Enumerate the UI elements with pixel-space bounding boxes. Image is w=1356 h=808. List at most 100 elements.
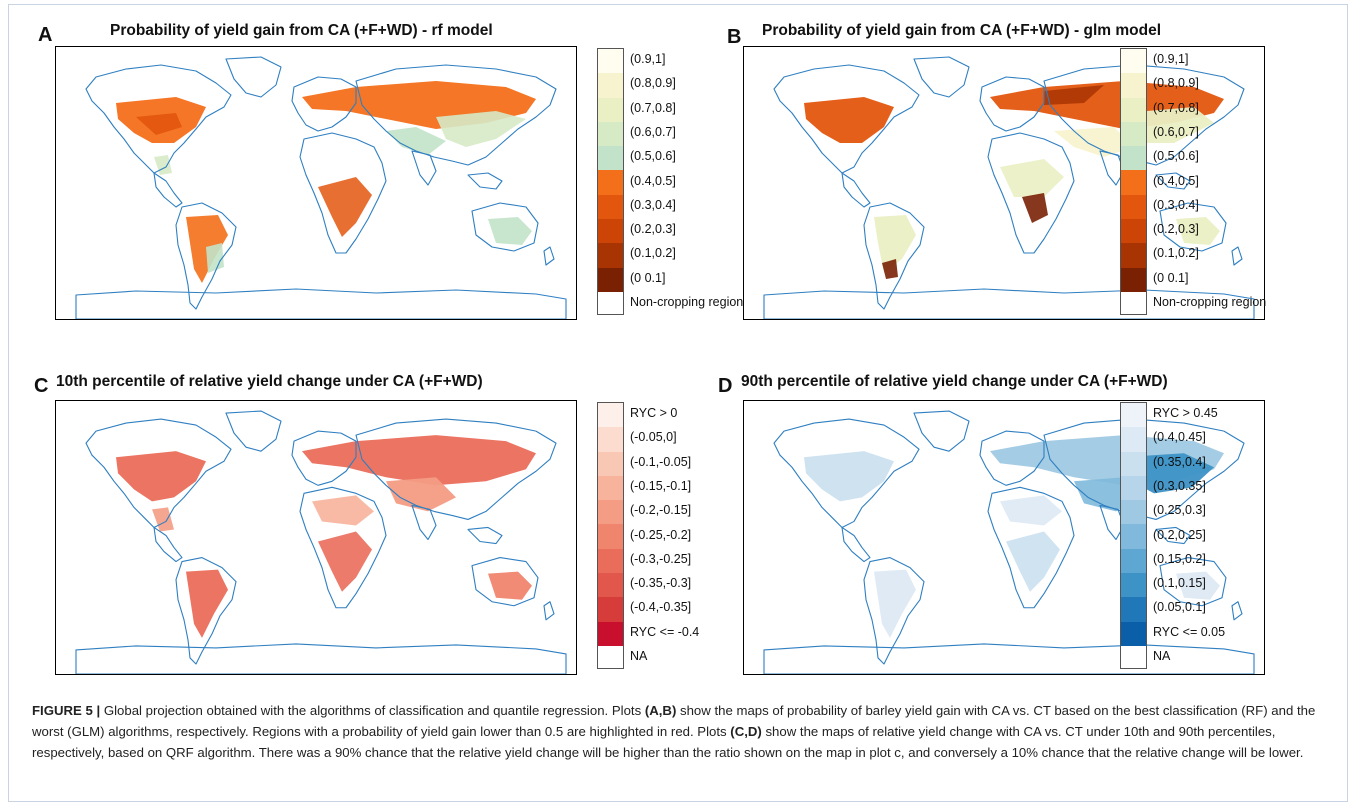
legend-label: (0.6,0.7] [630, 124, 676, 139]
legend-swatch [1121, 621, 1146, 646]
legend-swatch [1121, 451, 1146, 476]
crop-region [1176, 571, 1220, 600]
legend-swatch [1121, 121, 1146, 147]
legend-label: (-0.2,-0.15] [630, 503, 692, 518]
coastline [355, 64, 557, 166]
legend-label: RYC <= -0.4 [630, 624, 700, 639]
crop-region [302, 435, 536, 486]
legend-label: (0.4,0.45] [1153, 430, 1206, 445]
coastline [773, 64, 920, 174]
coastline [979, 430, 1045, 486]
panel-title: 90th percentile of relative yield change… [741, 373, 1168, 390]
panel-letter: B [727, 26, 742, 48]
crop-region [1176, 217, 1220, 245]
coastline [987, 132, 1075, 254]
coastline [543, 246, 555, 266]
legend-swatch [1121, 243, 1146, 268]
legend-swatch [1121, 500, 1146, 525]
crop-region [136, 113, 182, 135]
world-map [55, 46, 577, 320]
caption-text: show the maps of probability of barley y… [32, 703, 1316, 739]
legend-label: (-0.3,-0.25] [630, 551, 692, 566]
legend-swatch [598, 243, 623, 268]
legend-label: (0.7,0.8] [1153, 100, 1199, 115]
legend-swatch [598, 621, 623, 646]
coastline [1043, 418, 1245, 520]
legend-label: (0.5,0.6] [1153, 149, 1199, 164]
panel-letter: A [38, 24, 53, 46]
panel-title: Probability of yield gain from CA (+F+WD… [762, 22, 1162, 39]
crop-region [488, 217, 532, 245]
coastline [1159, 202, 1227, 252]
legend-swatch [598, 219, 623, 244]
legend-label: (-0.1,-0.05] [630, 454, 692, 469]
coastline [153, 172, 183, 208]
legend-swatch [598, 524, 623, 549]
coastline [979, 76, 1045, 132]
legend-swatch [598, 49, 623, 74]
legend-label: (0.1,0.2] [630, 246, 676, 261]
caption-lead: FIGURE 5 | [32, 703, 101, 718]
coastline [467, 172, 503, 190]
legend-swatch [598, 451, 623, 476]
legend-swatch [1121, 524, 1146, 549]
legend-swatch [598, 291, 623, 315]
crop-region [154, 155, 172, 175]
coastline [1231, 246, 1243, 266]
coastline [543, 601, 555, 621]
coastline [913, 410, 970, 452]
crop-region [804, 451, 894, 502]
legend-label: (0.9,1] [630, 52, 666, 66]
coastline [291, 430, 357, 486]
map-canvas [763, 410, 1255, 674]
crop-region [318, 531, 372, 592]
legend-label: NA [1153, 649, 1171, 663]
legend-swatch [1121, 403, 1146, 428]
legend-swatch [1121, 49, 1146, 74]
legend-label: (0.3,0.35] [1153, 478, 1206, 493]
legend-swatch [1121, 97, 1146, 122]
panel-title: Probability of yield gain from CA (+F+WD… [110, 22, 493, 39]
legend-label: (0.9,1] [1153, 52, 1189, 66]
crop-region [882, 259, 898, 279]
legend-swatch [1121, 146, 1146, 171]
legend-swatch [598, 427, 623, 452]
legend-label: (0 0.1] [1153, 270, 1189, 285]
map-canvas [763, 56, 1255, 319]
crop-region [1000, 495, 1062, 526]
legend-colorbar [1120, 48, 1147, 316]
legend-label: RYC > 0 [630, 406, 678, 420]
world-map [55, 400, 577, 675]
legend-swatch [598, 194, 623, 220]
crop-region [152, 507, 174, 532]
legend-swatch [1121, 194, 1146, 220]
legend-label: Non-cropping region [630, 295, 744, 309]
legend-label: (0 0.1] [630, 270, 666, 285]
coastline [1155, 526, 1191, 545]
legend-swatch [1121, 645, 1146, 669]
panel-letter: D [718, 375, 733, 397]
legend-label: (0.2,0.25] [1153, 527, 1206, 542]
legend-swatch [598, 97, 623, 122]
legend-swatch [598, 146, 623, 171]
legend-swatch [1121, 427, 1146, 452]
crop-region [874, 569, 916, 638]
legend-label: NA [630, 649, 648, 663]
legend-swatch [598, 73, 623, 98]
crop-region [436, 111, 526, 147]
legend-label: (0.7,0.8] [630, 100, 676, 115]
legend-label: (0.8,0.9] [1153, 76, 1199, 91]
legend-label: (0.4,0.5] [630, 173, 676, 188]
coastline [763, 643, 1255, 674]
legend-swatch [598, 500, 623, 525]
crop-region [386, 477, 456, 512]
coastline [299, 132, 387, 254]
coastline [291, 76, 357, 132]
caption-ref: (A,B) [644, 703, 677, 718]
legend-label: (0.3,0.4] [630, 197, 676, 212]
coastline [75, 288, 567, 319]
legend-label: (-0.35,-0.3] [630, 576, 692, 591]
crop-region [186, 569, 228, 638]
crop-region [206, 243, 224, 273]
legend-colorbar [597, 402, 624, 670]
